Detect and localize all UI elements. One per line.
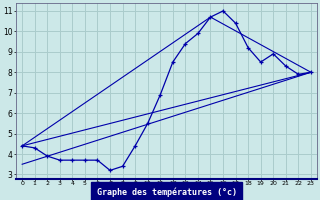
X-axis label: Graphe des températures (°c): Graphe des températures (°c) [97,188,236,197]
